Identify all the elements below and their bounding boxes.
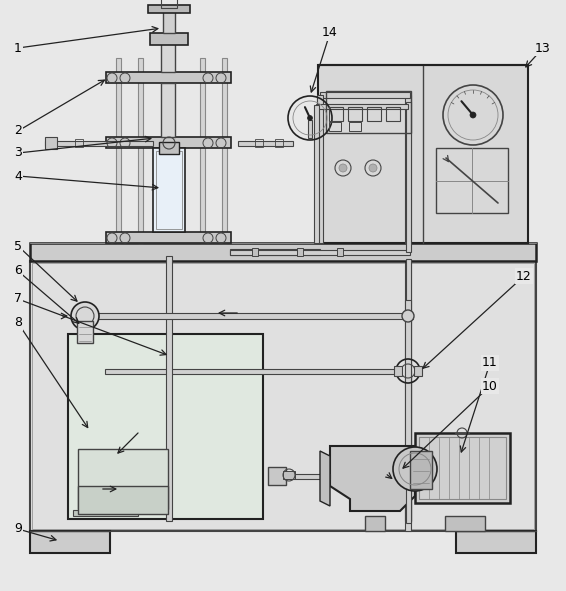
Bar	[230, 249, 410, 255]
Text: 6: 6	[14, 265, 22, 278]
Bar	[283, 471, 295, 479]
Bar	[45, 137, 57, 149]
Text: 2: 2	[14, 125, 22, 138]
Bar	[329, 122, 341, 131]
Bar	[326, 91, 411, 133]
Bar	[115, 58, 121, 243]
Bar	[230, 249, 320, 255]
Circle shape	[339, 164, 347, 172]
Bar	[405, 243, 411, 531]
Bar	[308, 120, 312, 138]
Bar	[318, 65, 528, 243]
Bar	[138, 58, 143, 243]
Bar	[73, 510, 138, 516]
Bar	[221, 58, 226, 243]
Polygon shape	[330, 446, 415, 511]
Bar	[199, 58, 204, 243]
Bar	[275, 139, 283, 147]
Bar	[75, 139, 83, 147]
Bar	[349, 122, 361, 131]
Bar	[156, 151, 182, 229]
Bar	[32, 263, 534, 529]
Polygon shape	[320, 451, 330, 506]
Bar	[320, 92, 410, 98]
Circle shape	[307, 115, 312, 121]
Bar	[405, 471, 410, 523]
Bar	[317, 95, 323, 243]
Circle shape	[470, 112, 476, 118]
Text: 8: 8	[14, 317, 22, 330]
Bar	[30, 243, 536, 261]
Bar	[105, 369, 396, 374]
Bar	[77, 321, 93, 343]
Bar	[166, 256, 172, 521]
Bar	[161, 0, 177, 8]
Bar	[163, 11, 175, 33]
Bar	[415, 433, 510, 503]
Bar	[106, 72, 231, 83]
Bar	[337, 248, 343, 256]
Bar	[405, 300, 411, 521]
Bar	[405, 102, 410, 252]
Text: 12: 12	[516, 269, 532, 282]
Text: 10: 10	[482, 379, 498, 392]
Circle shape	[402, 310, 414, 322]
Bar	[93, 313, 413, 319]
Bar	[268, 467, 286, 485]
Bar	[78, 449, 168, 509]
Text: 5: 5	[14, 239, 22, 252]
Bar	[314, 105, 319, 243]
Bar	[414, 366, 422, 376]
Bar	[367, 107, 381, 121]
Bar	[436, 148, 508, 213]
Bar	[30, 531, 110, 553]
Bar	[150, 33, 188, 45]
Bar	[419, 437, 506, 499]
Bar	[78, 486, 168, 514]
Text: 9: 9	[14, 522, 22, 535]
Bar	[410, 451, 432, 489]
Bar	[153, 148, 185, 232]
Bar	[405, 259, 410, 521]
Text: 14: 14	[322, 27, 338, 40]
Bar	[456, 531, 536, 553]
Bar	[161, 83, 175, 137]
Bar	[148, 5, 190, 13]
Text: 13: 13	[535, 41, 551, 54]
Bar	[386, 107, 400, 121]
Bar	[280, 473, 330, 479]
Bar	[30, 261, 536, 531]
Bar	[68, 334, 263, 519]
Bar	[405, 371, 410, 521]
Text: 1: 1	[14, 41, 22, 54]
Bar	[255, 139, 263, 147]
Bar	[316, 103, 408, 109]
Bar	[348, 107, 362, 121]
Bar	[159, 142, 179, 154]
Bar	[445, 516, 485, 531]
Circle shape	[71, 302, 99, 330]
Bar	[394, 366, 402, 376]
Bar	[297, 248, 303, 256]
Circle shape	[393, 447, 437, 491]
Circle shape	[369, 164, 377, 172]
Bar	[329, 107, 343, 121]
Text: 3: 3	[14, 147, 22, 160]
Bar	[45, 141, 153, 145]
Bar	[106, 137, 231, 148]
Bar	[405, 95, 411, 243]
Text: 11: 11	[482, 356, 498, 369]
Bar	[238, 141, 293, 145]
Bar	[106, 232, 231, 243]
Bar	[365, 516, 385, 531]
Text: 7: 7	[14, 293, 22, 306]
Bar	[252, 248, 258, 256]
Text: 4: 4	[14, 170, 22, 183]
Bar	[161, 42, 175, 72]
